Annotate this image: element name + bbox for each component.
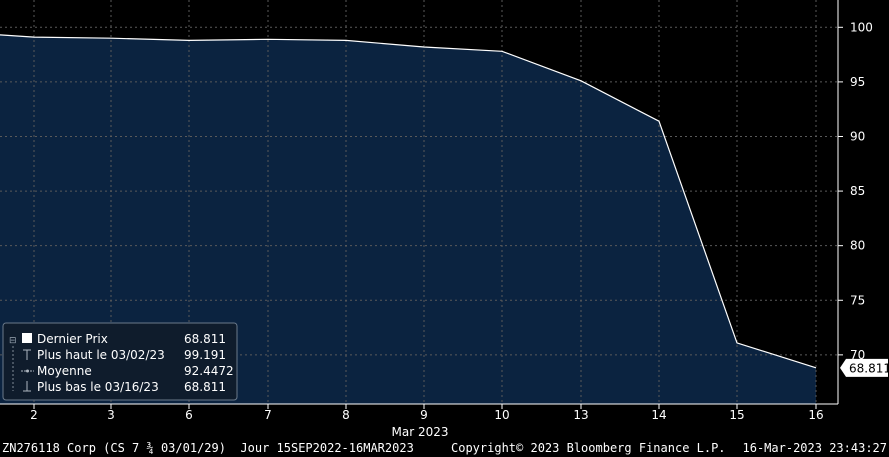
price-area <box>0 34 816 405</box>
legend-label-high: Plus haut le 03/02/23 <box>37 348 165 362</box>
x-tick-label: 7 <box>264 408 272 422</box>
x-axis-ticks: 2 3 6 7 8 9 10 13 14 15 16 <box>30 404 824 422</box>
y-tick-label: 100 <box>850 20 873 34</box>
legend-value-last-price: 68.811 <box>184 332 226 346</box>
legend-value-low: 68.811 <box>184 380 226 394</box>
y-tick-label: 70 <box>850 348 865 362</box>
white-square-icon <box>22 333 32 343</box>
high-marker-icon <box>23 349 31 360</box>
x-axis-month-label: Mar 2023 <box>392 425 449 439</box>
footer-timestamp: 16-Mar-2023 23:43:27 <box>743 441 888 455</box>
footer-security-info: ZN276118 Corp (CS 7 ¾ 03/01/29) Jour 15S… <box>2 441 414 455</box>
x-tick-label: 3 <box>107 408 115 422</box>
legend-label-low: Plus bas le 03/16/23 <box>37 380 159 394</box>
x-tick-label: 8 <box>342 408 350 422</box>
y-axis-ticks: 70 75 80 85 90 95 100 <box>838 20 873 362</box>
x-tick-label: 9 <box>420 408 428 422</box>
x-tick-label: 13 <box>573 408 588 422</box>
low-marker-icon <box>23 381 31 392</box>
legend-label-last-price: Dernier Prix <box>37 332 108 346</box>
price-line <box>0 34 817 369</box>
y-tick-label: 85 <box>850 184 865 198</box>
x-tick-label: 16 <box>808 408 823 422</box>
y-tick-label: 90 <box>850 129 865 143</box>
y-tick-label: 95 <box>850 75 865 89</box>
x-tick-label: 14 <box>651 408 666 422</box>
x-tick-label: 6 <box>185 408 193 422</box>
legend-value-high: 99.191 <box>184 348 226 362</box>
last-value-tag-shape <box>840 358 888 377</box>
last-value-tag: 68.811 <box>840 358 889 377</box>
legend-value-average: 92.4472 <box>184 364 234 378</box>
x-tick-label: 10 <box>494 408 509 422</box>
last-value-text: 68.811 <box>849 361 889 375</box>
legend-box <box>2 322 238 401</box>
x-tick-label: 2 <box>30 408 38 422</box>
y-tick-label: 80 <box>850 239 865 253</box>
legend-label-average: Moyenne <box>37 364 92 378</box>
x-tick-label: 15 <box>729 408 744 422</box>
collapse-icon[interactable]: ⊟ <box>9 336 17 346</box>
legend: ⊟ Dernier Prix 68.811 Plus haut le 03/02… <box>2 322 238 401</box>
footer-copyright: Copyright© 2023 Bloomberg Finance L.P. <box>451 441 726 455</box>
average-marker-icon <box>21 369 34 373</box>
y-tick-label: 75 <box>850 293 865 307</box>
